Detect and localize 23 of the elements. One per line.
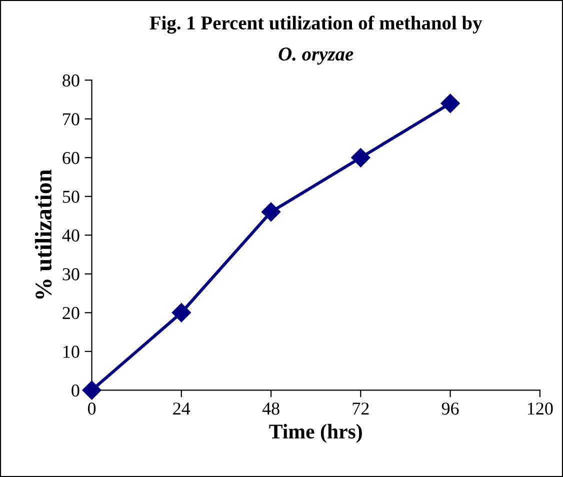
- y-axis-title: % utilization: [34, 170, 52, 299]
- point: [351, 148, 370, 168]
- y-tick-label: 80: [62, 74, 80, 87]
- y-tick-label: 50: [62, 190, 80, 203]
- y-tick-label: 70: [63, 113, 80, 126]
- y-tick-label: 0: [72, 384, 80, 397]
- point: [82, 380, 102, 400]
- y-tick-label: 20: [62, 306, 80, 320]
- x-tick-label: 96: [442, 402, 459, 415]
- y-tick-label: 10: [63, 346, 80, 358]
- y-tick-label: 40: [62, 229, 80, 242]
- x-tick-label: 48: [262, 402, 280, 415]
- x-tick-label: 0: [88, 402, 96, 415]
- point: [172, 303, 191, 322]
- x-axis-title: Time (hrs): [269, 424, 362, 443]
- y-tick-label: 60: [62, 152, 80, 164]
- point: [261, 202, 281, 222]
- x-tick-label: 72: [352, 402, 369, 415]
- x-tick-label: 24: [173, 402, 190, 415]
- y-tick-label: 30: [62, 268, 80, 280]
- chart-title: Fig. 1 Percent utilization of methanol by O. oryzae: [150, 16, 482, 65]
- x-tick-label: 120: [528, 402, 553, 415]
- point: [440, 94, 460, 113]
